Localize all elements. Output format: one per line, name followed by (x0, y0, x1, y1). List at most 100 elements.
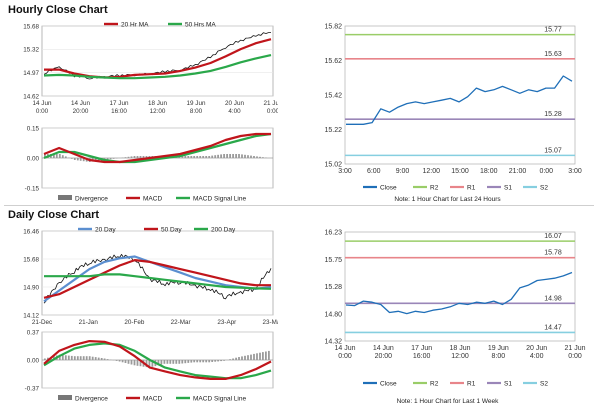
x-tick-label: 6:00 (367, 168, 381, 175)
x-tick-label: 19 Jun (187, 100, 206, 107)
x-tick-label: 19 Jun (488, 345, 509, 352)
divergence-bar (223, 360, 225, 361)
pivot-legend-2-label: R1 (467, 184, 476, 191)
divergence-bar (44, 358, 46, 360)
divergence-bar (214, 155, 217, 158)
divergence-bar (145, 360, 148, 368)
x-tick-time-label: 4:00 (228, 108, 241, 113)
divergence-bar (193, 156, 196, 158)
divergence-bar (94, 158, 97, 162)
x-tick-label: 20-Feb (124, 319, 144, 326)
price-legend-0-label: 20 Day (95, 226, 116, 233)
divergence-bar (136, 360, 139, 366)
divergence-bar (58, 154, 61, 158)
hourly-pivot-note: Note: 1 Hour Chart for Last 24 Hours (394, 196, 501, 203)
section-divider (4, 205, 594, 206)
divergence-bar (253, 353, 255, 360)
y-tick-label: -0.37 (25, 385, 40, 392)
divergence-bar (112, 158, 115, 159)
x-tick-label: 9:00 (396, 168, 410, 175)
divergence-bar (82, 356, 85, 360)
y-tick-label: 15.68 (23, 23, 39, 30)
price-legend-1-label: 50 Hrs MA (185, 21, 216, 28)
divergence-bar (205, 156, 208, 158)
daily-pivot-note: Note: 1 Hour Chart for Last 1 Week (396, 398, 499, 405)
divergence-bar (53, 154, 55, 158)
x-tick-label: 18 Jun (449, 345, 470, 352)
y-tick-label: 0.15 (27, 125, 40, 132)
divergence-bar (166, 360, 169, 364)
pivot-legend-4-label: S2 (540, 184, 548, 191)
divergence-bar (208, 156, 211, 158)
divergence-bar (124, 157, 127, 158)
ma-line-2 (44, 273, 272, 290)
divergence-bar (268, 350, 270, 360)
divergence-bar (133, 156, 136, 158)
divergence-bar (124, 360, 127, 363)
pivot-legend-2-label: R1 (467, 380, 476, 387)
pivot-legend-0-label: Close (380, 380, 397, 387)
level-label-r1: 15.78 (544, 250, 562, 257)
macd-line (43, 132, 271, 164)
x-tick-label: 18:00 (480, 168, 498, 175)
divergence-bar (196, 360, 199, 363)
divergence-bar (241, 356, 243, 360)
divergence-bar (76, 158, 79, 161)
pivot-legend-1-label: R2 (430, 184, 439, 191)
divergence-bar (100, 358, 103, 360)
divergence-bar (250, 155, 252, 158)
divergence-bar (73, 158, 76, 160)
divergence-bar (232, 358, 234, 360)
divergence-bar (130, 156, 133, 158)
hourly-section-title: Hourly Close Chart (8, 4, 108, 16)
y-tick-label: 15.82 (324, 24, 342, 31)
x-tick-time-label: 4:00 (530, 353, 544, 360)
divergence-bar (73, 356, 76, 360)
divergence-bar (211, 155, 214, 158)
hourly-macd-chart: 0.15 0.00 -0.15 Divergence MACD MACD Signal L… (25, 125, 274, 202)
divergence-bar (187, 360, 190, 363)
divergence-bar (76, 356, 79, 360)
x-tick-label: 21:00 (509, 168, 527, 175)
divergence-bar (109, 158, 112, 160)
macd-legend-1-label: MACD (143, 195, 162, 202)
divergence-bar (235, 154, 237, 158)
y-tick-label: 16.46 (23, 228, 39, 235)
divergence-bar (70, 355, 73, 360)
divergence-bar (247, 155, 249, 158)
divergence-bar (196, 156, 199, 158)
divergence-bar (127, 156, 130, 158)
y-tick-label: 15.28 (324, 284, 342, 291)
x-tick-label: 17 Jun (411, 345, 432, 352)
divergence-bar (247, 355, 249, 360)
divergence-bar (55, 154, 58, 158)
level-label-s1: 15.28 (544, 111, 562, 118)
x-tick-time-label: 16:00 (413, 353, 431, 360)
divergence-bar (181, 156, 184, 158)
divergence-bar (184, 156, 187, 158)
plot-frame (41, 25, 274, 97)
divergence-bar (238, 154, 240, 158)
divergence-bar (103, 358, 106, 360)
plot-frame (41, 230, 274, 316)
divergence-bar (244, 355, 246, 360)
x-tick-label: 0:00 (539, 168, 553, 175)
divergence-bar (70, 158, 73, 159)
divergence-bar (79, 356, 82, 360)
y-tick-label: 0.00 (27, 357, 40, 364)
divergence-bar (139, 156, 142, 158)
macd-legend-1-label: MACD (143, 395, 162, 402)
x-tick-time-label: 8:00 (190, 108, 203, 113)
macd-signal-line (43, 342, 272, 380)
divergence-bar (217, 360, 219, 362)
divergence-bar (94, 357, 97, 360)
y-tick-label: 15.75 (324, 257, 342, 264)
x-tick-time-label: 0:00 (267, 108, 278, 113)
y-tick-label: 14.12 (23, 312, 39, 319)
y-tick-label: 14.97 (23, 70, 39, 77)
y-tick-label: 15.68 (23, 256, 39, 263)
y-tick-label: 16.23 (324, 230, 342, 237)
daily-price-chart: 16.46 15.68 14.90 14.12 20 Day 50 Day 200 Day 2… (23, 226, 278, 326)
divergence-bar (256, 353, 258, 360)
divergence-bar (229, 154, 231, 158)
